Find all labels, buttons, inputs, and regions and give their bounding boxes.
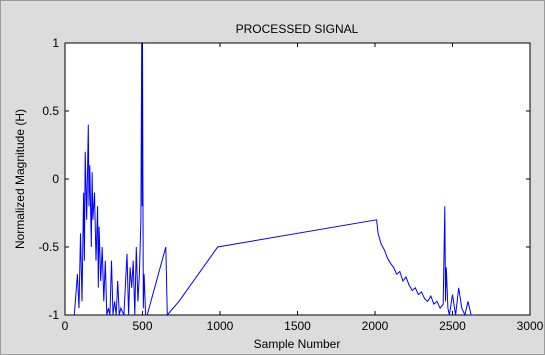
plot-area xyxy=(64,42,531,316)
y-axis-label: Normalized Magnitude (H) xyxy=(13,109,27,249)
x-tick-label: 2500 xyxy=(439,319,466,333)
y-axis: -1 -0.5 0 0.5 1 xyxy=(38,36,530,322)
signal-line xyxy=(73,42,475,317)
x-axis: 0 500 1000 1500 2000 2500 3000 xyxy=(62,43,544,333)
x-tick-label: 1500 xyxy=(284,319,311,333)
x-tick-label: 2000 xyxy=(362,319,389,333)
x-tick-label: 3000 xyxy=(517,319,544,333)
x-tick-label: 500 xyxy=(132,319,152,333)
y-tick-label: -1 xyxy=(48,308,59,322)
y-tick-label: 0.5 xyxy=(42,104,59,118)
signal-layer xyxy=(73,42,475,317)
chart-title: PROCESSED SIGNAL xyxy=(236,22,359,36)
y-tick-label: 0 xyxy=(52,172,59,186)
x-axis-label: Sample Number xyxy=(254,337,341,351)
y-tick-label: 1 xyxy=(52,36,59,50)
y-tick-label: -0.5 xyxy=(38,240,59,254)
x-tick-label: 1000 xyxy=(207,319,234,333)
x-tick-label: 0 xyxy=(62,319,69,333)
